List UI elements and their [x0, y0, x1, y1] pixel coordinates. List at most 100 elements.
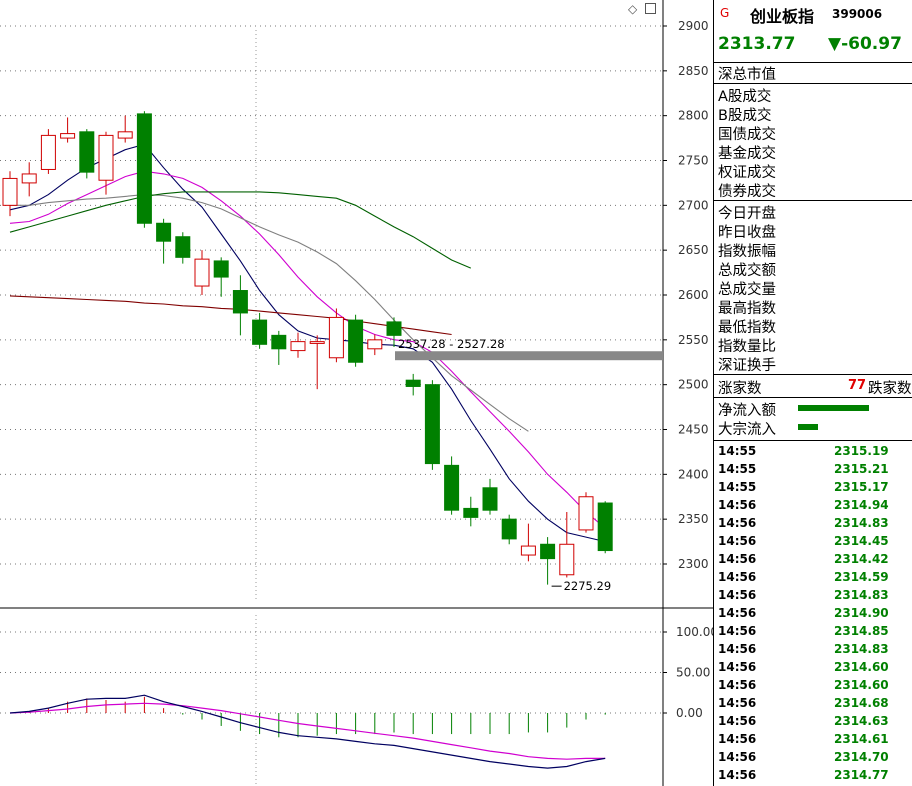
price-tick-label: 2800 [678, 109, 709, 123]
tick-value: 2315.19 [834, 444, 889, 458]
up-count: 77 [848, 378, 867, 393]
tick-time: 14:56 [718, 624, 757, 638]
candle-body [156, 222, 172, 242]
candle-body [136, 113, 152, 224]
tick-time: 14:56 [718, 516, 757, 530]
candle-body [328, 316, 344, 359]
tick-time: 14:56 [718, 552, 757, 566]
tick-row: 14:56 2314.83 [714, 586, 912, 604]
candle-body [386, 321, 402, 336]
tick-time: 14:56 [718, 750, 757, 764]
stat-label: 昨日收盘 [718, 225, 776, 241]
tick-time: 14:56 [718, 732, 757, 746]
price-tick-label: 2700 [678, 198, 709, 212]
tick-row: 14:56 2314.61 [714, 730, 912, 748]
dif-line [9, 694, 606, 769]
candle [194, 250, 210, 295]
tick-time: 14:56 [718, 696, 757, 710]
candle [290, 332, 306, 358]
tick-time: 14:55 [718, 462, 757, 476]
moving-average-line [9, 191, 472, 269]
candle-body [79, 131, 95, 173]
tick-row: 14:56 2314.60 [714, 676, 912, 694]
moving-average-line [9, 143, 606, 543]
market-marker: G [720, 6, 730, 20]
index-name: 创业板指 [750, 7, 815, 26]
candle [386, 317, 402, 348]
chart-toolbar[interactable]: ◇ [628, 2, 657, 16]
candle-body [463, 507, 479, 518]
candle-body [348, 319, 364, 363]
tick-row: 14:56 2314.83 [714, 514, 912, 532]
flow-bar [798, 424, 818, 430]
tick-value: 2314.59 [834, 570, 889, 584]
candle [463, 496, 479, 527]
candle-body [194, 258, 210, 287]
candle-body [232, 290, 248, 314]
price-tick-label: 2450 [678, 423, 709, 437]
tick-value: 2314.70 [834, 750, 889, 764]
diamond-icon[interactable]: ◇ [628, 2, 638, 16]
stat-label: 最低指数 [718, 320, 776, 336]
tick-row: 14:56 2314.77 [714, 766, 912, 784]
stat-label: B股成交 [718, 108, 772, 124]
candle-body [482, 487, 498, 511]
indicator-tick-label: 50.00 [676, 666, 710, 680]
tick-time: 14:56 [718, 660, 757, 674]
low-label: 2275.29 [564, 579, 612, 593]
flow-bar [798, 405, 869, 411]
candle [578, 492, 594, 533]
panel-divider [714, 200, 912, 201]
tick-value: 2315.21 [834, 462, 889, 476]
panel-divider [714, 374, 912, 375]
candle [444, 456, 460, 515]
indicator-tick-label: 0.00 [676, 706, 703, 720]
candle-body [271, 334, 287, 350]
candle [348, 314, 364, 367]
candle [175, 232, 191, 264]
tick-row: 14:56 2314.68 [714, 694, 912, 712]
candle [271, 330, 287, 365]
candle-body [424, 384, 440, 465]
candle [559, 511, 575, 578]
tick-value: 2314.83 [834, 516, 889, 530]
stat-label: 权证成交 [718, 165, 776, 181]
candle-body [559, 543, 575, 576]
tick-row: 14:56 2314.85 [714, 622, 912, 640]
candle-body [520, 545, 536, 556]
candle-body [290, 341, 306, 352]
candle-body [367, 339, 383, 350]
stat-label: 深证换手 [718, 358, 776, 374]
candle [405, 373, 421, 396]
tick-row: 14:55 2315.21 [714, 460, 912, 478]
tick-value: 2314.94 [834, 498, 889, 512]
stat-label: 指数量比 [718, 339, 776, 355]
kline-chart[interactable]: 2900 2850 2800 2750 2700 2650 2600 2550 2500 2450… [0, 0, 713, 786]
candle-body [501, 518, 517, 540]
candle [520, 523, 536, 562]
scroll-icon[interactable] [645, 3, 657, 14]
index-code: 399006 [832, 7, 883, 21]
tick-time: 14:55 [718, 444, 757, 458]
tick-time: 14:56 [718, 588, 757, 602]
tick-row: 14:56 2314.59 [714, 568, 912, 586]
candle-body [98, 134, 114, 181]
flow-label: 净流入额 [718, 403, 776, 419]
stat-label: 债券成交 [718, 184, 776, 200]
candle-body [21, 173, 37, 184]
candle [21, 162, 37, 197]
tick-row: 14:56 2314.60 [714, 658, 912, 676]
candle [117, 115, 133, 143]
candle [156, 218, 172, 264]
candle-body [252, 319, 268, 345]
candle-body [540, 543, 556, 560]
panel-divider [714, 397, 912, 398]
tick-value: 2315.17 [834, 480, 889, 494]
tick-value: 2314.60 [834, 678, 889, 692]
tick-time: 14:56 [718, 714, 757, 728]
candle-body [213, 260, 229, 278]
stat-label: A股成交 [718, 89, 772, 105]
candle [367, 334, 383, 356]
candle [309, 335, 325, 390]
stat-label: 基金成交 [718, 146, 776, 162]
